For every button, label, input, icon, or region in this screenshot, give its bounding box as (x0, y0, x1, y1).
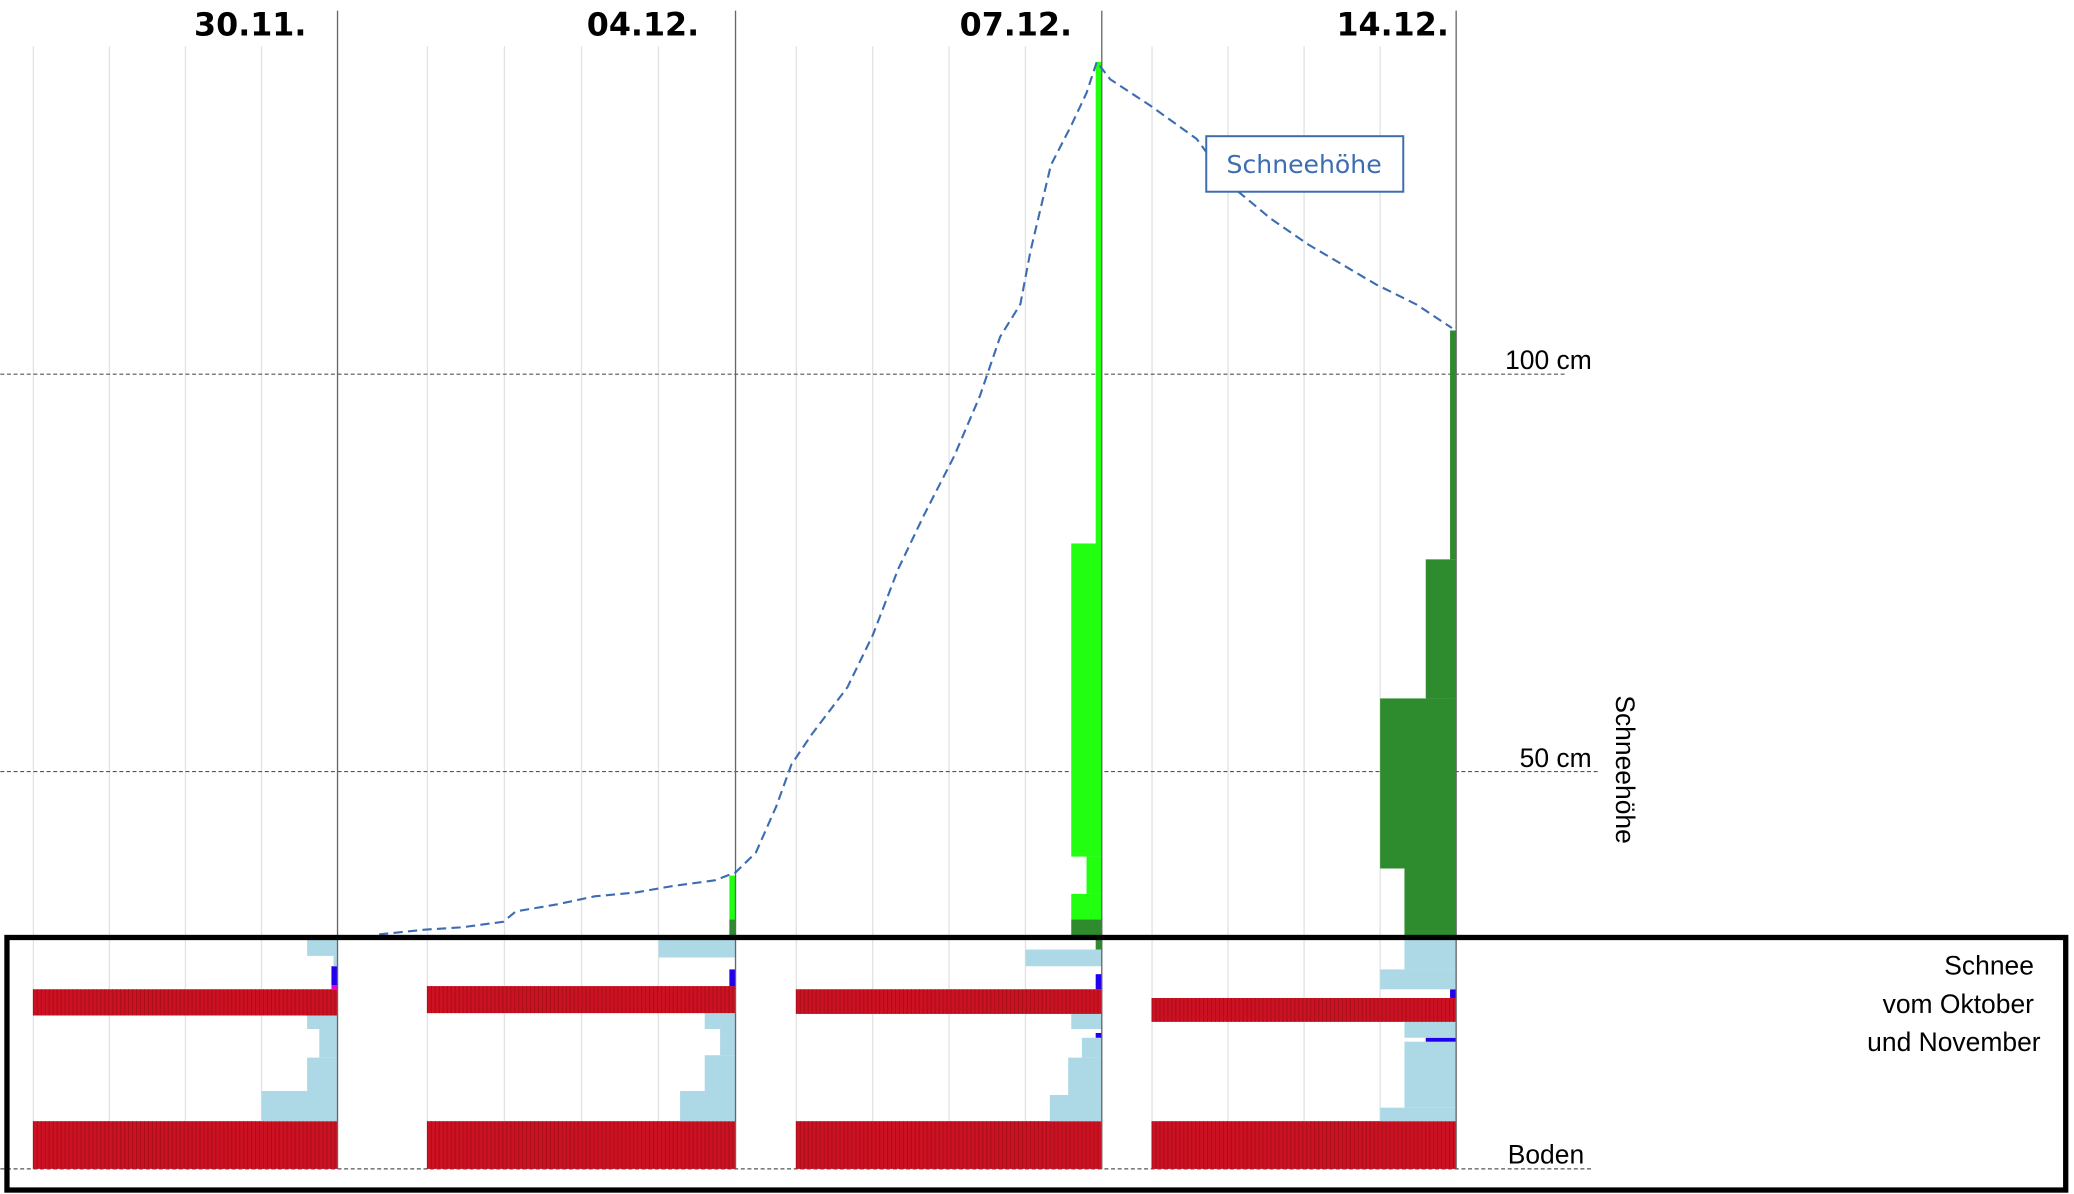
profile-layer-new_snow (1095, 61, 1102, 544)
profile-layer-weak_layer (1095, 974, 1102, 990)
profile-layer-old_snow (1081, 1037, 1102, 1058)
profile-layer-old_snow (1380, 969, 1457, 990)
profile-layer-old_snow (307, 937, 338, 956)
profile-layer-old_snow (704, 1055, 736, 1091)
profile-layer-old_snow (1404, 937, 1457, 970)
profile-layer-old_snow (1404, 1021, 1457, 1038)
profile-layer-weak_layer (1425, 1037, 1457, 1042)
y-axis-label: Schneehöhe (1610, 695, 1640, 843)
profile-layer-old_snow (704, 1013, 736, 1030)
profile-layer-new_snow (1071, 543, 1102, 857)
profile-layer-old_snow (261, 1090, 338, 1122)
profile-layer-settled_new_snow (729, 919, 736, 938)
profile-layer-new_snow (1086, 856, 1102, 894)
profile-layer-crust (33, 1121, 338, 1169)
profile-layer-old_snow (307, 1057, 338, 1091)
profile-layer-settled_new_snow (1071, 919, 1102, 938)
profile-layer-weak_layer (729, 969, 736, 987)
profile-layer-weak_layer (331, 966, 338, 986)
profiles (32, 61, 1457, 1169)
reference-lines (0, 373, 1601, 1170)
profile-layer-crust (796, 989, 1102, 1014)
profile-layer-old_snow (333, 955, 338, 967)
profile-layer-old_snow (1049, 1094, 1102, 1122)
profile-layer-old_snow (680, 1090, 736, 1122)
profile-layer-crust (796, 1121, 1102, 1169)
profile-layer-settled_new_snow (1095, 937, 1102, 950)
date-label: 14.12. (1336, 8, 1448, 44)
old-snow-box (4, 934, 2069, 1193)
date-lines (336, 10, 1457, 1169)
profile-layer-settled_new_snow (1404, 868, 1457, 938)
tick-label-100: 100 cm (1505, 345, 1592, 375)
hardness-gridlines (32, 46, 1381, 1169)
old-snow-label-line2: vom Oktober (1883, 989, 2035, 1019)
profile-layer-crust (1152, 998, 1457, 1022)
profile-layer-new_snow (729, 875, 736, 920)
profile-layer-old_snow (1071, 1013, 1102, 1030)
profile-layer-old_snow (1068, 1057, 1102, 1095)
profile-layer-old_snow (658, 940, 736, 958)
old-snow-label-line3: und November (1867, 1027, 2041, 1057)
profile-layer-settled_new_snow (1450, 330, 1457, 560)
profile-layer-settled_new_snow (1380, 698, 1457, 869)
date-label: 04.12. (587, 8, 699, 44)
tick-label-boden: Boden (1508, 1140, 1584, 1170)
profile-layer-old_snow (720, 1029, 736, 1056)
profile-layer-weak_layer (1450, 989, 1457, 999)
legend-label: Schneehöhe (1227, 150, 1382, 179)
profile-layer-old_snow (1404, 1041, 1457, 1108)
profile-layer-crust (1152, 1121, 1457, 1169)
snow-depth-line (378, 59, 1453, 936)
profile-layer-weak_layer (1095, 1032, 1102, 1038)
old-snow-label-line1: Schnee (1944, 951, 2034, 981)
date-label: 07.12. (960, 8, 1072, 44)
profile-layer-new_snow (1071, 893, 1102, 920)
profile-layer-crust (33, 989, 338, 1016)
tick-label-50: 50 cm (1520, 743, 1592, 773)
profile-layer-old_snow (319, 1029, 338, 1058)
profile-layer-old_snow (1025, 949, 1102, 967)
profile-layer-old_snow (307, 1015, 338, 1030)
profile-layer-marker (331, 985, 338, 990)
date-labels: 30.11. 04.12. 07.12. 14.12. (194, 8, 1449, 44)
legend-box (1205, 135, 1405, 193)
profile-layer-settled_new_snow (1425, 559, 1457, 699)
date-label: 30.11. (194, 8, 306, 44)
profile-layer-old_snow (1380, 1107, 1457, 1122)
